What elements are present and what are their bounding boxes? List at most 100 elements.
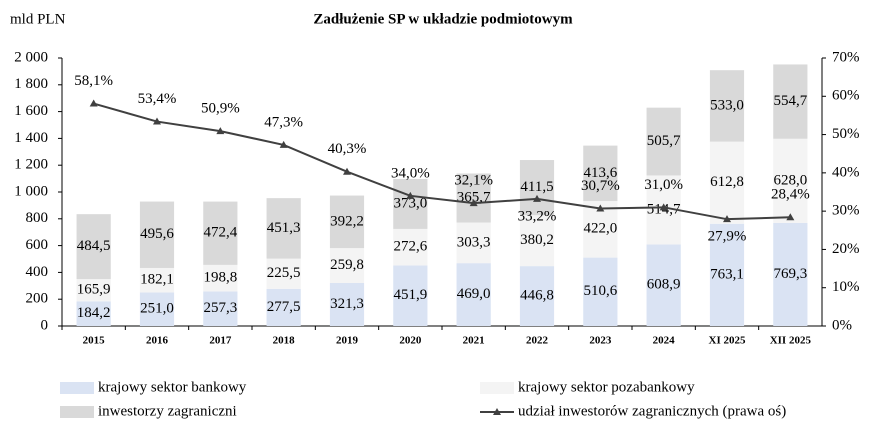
- x-tick-label: 2015: [83, 335, 106, 347]
- bar-segment: [456, 222, 491, 264]
- line-marker: [659, 203, 668, 211]
- line-value-label: 30,7%: [581, 178, 620, 194]
- bar-segment: [583, 257, 618, 326]
- x-tick-label: 2016: [146, 335, 169, 347]
- bar-value-label: 277,5: [267, 299, 301, 315]
- x-tick-label: 2017: [209, 335, 232, 347]
- line-marker: [153, 117, 161, 125]
- bar-value-label: 505,7: [647, 133, 681, 149]
- y-tick-label: 1 200: [14, 157, 48, 173]
- y-axis-label: mld PLN: [10, 11, 66, 27]
- line-value-label: 27,9%: [708, 229, 747, 245]
- bar-segment: [203, 264, 238, 292]
- legend-label: inwestorzy zagraniczni: [98, 403, 237, 419]
- y2-tick-label: 60%: [832, 88, 860, 104]
- line-value-label: 53,4%: [138, 91, 177, 107]
- bar-value-label: 495,6: [140, 226, 174, 242]
- y-tick-label: 2 000: [14, 49, 48, 65]
- bar-segment: [76, 214, 111, 280]
- y2-tick-label: 70%: [832, 49, 860, 65]
- y2-tick-label: 50%: [832, 126, 860, 142]
- bar-value-label: 769,3: [773, 266, 807, 282]
- bar-segment: [139, 267, 175, 293]
- bar-value-label: 451,9: [393, 287, 427, 303]
- bar-value-label: 451,3: [267, 220, 301, 236]
- bar-value-label: 533,0: [710, 97, 744, 113]
- bar-segment: [646, 107, 681, 176]
- bar-segment: [709, 70, 745, 142]
- line-marker: [343, 167, 351, 175]
- y2-tick-label: 20%: [832, 241, 860, 257]
- bar-value-label: 608,9: [647, 277, 681, 293]
- bar-segment: [773, 222, 808, 326]
- bar-segment: [583, 145, 618, 202]
- line-marker: [279, 140, 288, 148]
- line-marker: [596, 204, 605, 212]
- y-tick-label: 600: [26, 237, 49, 253]
- bar-value-label: 198,8: [203, 270, 237, 286]
- line-value-label: 50,9%: [201, 101, 240, 117]
- line: [93, 102, 791, 221]
- bar-value-label: 422,0: [583, 221, 617, 237]
- line-value-label: 31,0%: [644, 177, 683, 193]
- bar-value-label: 373,0: [393, 195, 427, 211]
- bar-segment: [203, 291, 238, 326]
- x-tick-label: 2020: [399, 335, 422, 347]
- bar-value-label: 763,1: [710, 266, 744, 282]
- bar-segment: [709, 223, 745, 326]
- bar-segment: [519, 215, 555, 267]
- legend-marker: [493, 408, 501, 415]
- bar-segment: [266, 258, 301, 289]
- bar-value-label: 225,5: [267, 265, 301, 281]
- line-value-label: 58,1%: [74, 73, 113, 89]
- bar-value-label: 259,8: [330, 257, 364, 273]
- legend-label: krajowy sektor pozabankowy: [518, 379, 695, 395]
- bar-segment: [393, 265, 428, 326]
- bar-value-label: 165,9: [77, 282, 111, 298]
- y2-tick-label: 10%: [832, 279, 860, 295]
- line-marker: [469, 199, 478, 207]
- bar-segment: [773, 138, 808, 223]
- bar-value-label: 272,6: [393, 239, 427, 255]
- x-tick-label: XI 2025: [709, 335, 746, 347]
- legend-swatch: [60, 382, 94, 394]
- bar-segment: [76, 301, 111, 326]
- x-tick-label: 2021: [463, 335, 485, 347]
- line-marker: [89, 99, 98, 107]
- bar-segment: [266, 288, 301, 326]
- x-tick-label: 2022: [526, 335, 549, 347]
- bar-value-label: 392,2: [330, 213, 364, 229]
- bar-value-label: 510,6: [583, 283, 617, 299]
- bar-segment: [709, 141, 745, 224]
- bar-value-label: 612,8: [710, 174, 744, 190]
- bar-value-label: 446,8: [520, 288, 554, 304]
- bar-segment: [329, 248, 365, 283]
- line-marker: [533, 194, 541, 202]
- legend-swatch: [60, 406, 94, 418]
- bar-segment: [76, 279, 111, 302]
- bar-segment: [519, 266, 555, 326]
- x-tick-label: 2024: [653, 335, 676, 347]
- bar-value-label: 184,2: [77, 305, 111, 321]
- line-value-label: 32,1%: [454, 173, 493, 189]
- bar-segment: [773, 64, 808, 139]
- bar-value-label: 628,0: [773, 172, 807, 188]
- y-tick-label: 1 000: [14, 183, 48, 199]
- line-marker: [216, 127, 225, 135]
- bar-segment: [139, 201, 175, 268]
- bar-value-label: 321,3: [330, 296, 364, 312]
- y-tick-label: 200: [26, 291, 49, 307]
- bar-value-label: 380,2: [520, 232, 554, 248]
- bar-segment: [329, 195, 365, 249]
- bar-segment: [203, 201, 238, 265]
- line-value-label: 28,4%: [771, 187, 810, 203]
- y-tick-label: 1 400: [14, 130, 48, 146]
- bar-value-label: 554,7: [773, 93, 807, 109]
- line-value-label: 34,0%: [391, 165, 430, 181]
- y-tick-label: 1 600: [14, 103, 48, 119]
- line-value-label: 47,3%: [264, 114, 303, 130]
- y-tick-label: 800: [26, 210, 49, 226]
- bar-value-label: 484,5: [77, 238, 111, 254]
- bar-segment: [139, 292, 175, 326]
